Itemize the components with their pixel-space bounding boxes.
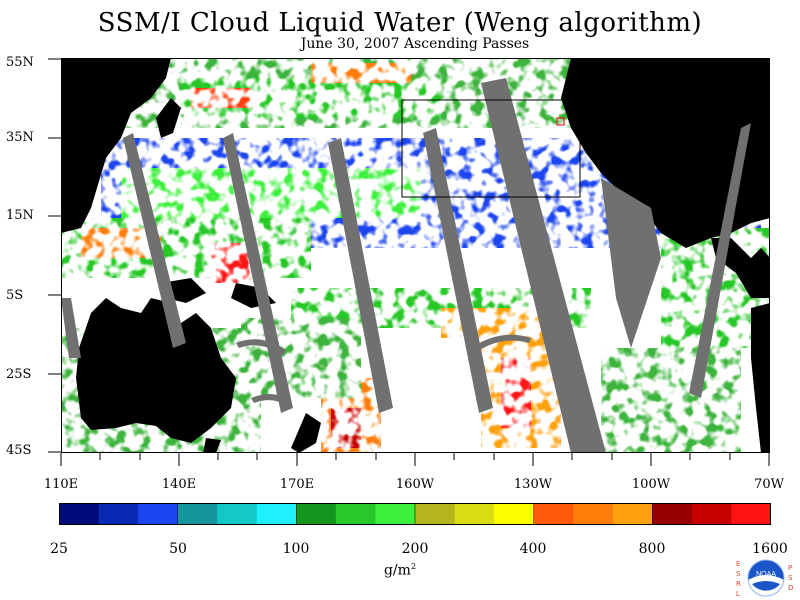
colorbar-swatch <box>533 503 574 525</box>
lat-label: 25S <box>6 367 32 382</box>
region-box <box>401 99 581 198</box>
colorbar-swatch <box>59 503 100 525</box>
lat-label: 55N <box>6 55 34 70</box>
colorbar <box>59 503 771 525</box>
colorbar-swatch <box>652 503 693 525</box>
lon-label: 70W <box>754 477 784 492</box>
lon-label: 160W <box>395 477 435 492</box>
colorbar-swatch <box>256 503 297 525</box>
colorbar-swatch <box>731 503 771 525</box>
colorbar-label: 1600 <box>752 541 788 557</box>
colorbar-swatch <box>177 503 218 525</box>
lat-label: 35N <box>6 130 34 145</box>
units-label: g/m2 <box>383 562 417 579</box>
colorbar-label: 400 <box>519 541 547 557</box>
colorbar-swatch <box>454 503 495 525</box>
colorbar-label: 200 <box>401 541 429 557</box>
lat-label: 5S <box>6 288 24 303</box>
land-masses <box>61 58 770 453</box>
colorbar-swatch <box>138 503 179 525</box>
marker-box <box>556 117 565 126</box>
lon-label: 170E <box>279 477 315 492</box>
svg-text:NOAA: NOAA <box>756 571 776 578</box>
colorbar-label: 800 <box>638 541 666 557</box>
lon-label: 140E <box>161 477 197 492</box>
cloud-water-map <box>61 58 770 453</box>
swath-gaps <box>61 78 751 453</box>
lon-label: 100W <box>631 477 671 492</box>
colorbar-swatch <box>98 503 139 525</box>
colorbar-swatch <box>612 503 653 525</box>
colorbar-swatch <box>375 503 416 525</box>
colorbar-label: 100 <box>282 541 310 557</box>
colorbar-swatch <box>573 503 614 525</box>
map-title: SSM/I Cloud Liquid Water (Weng algorithm… <box>97 8 703 38</box>
colorbar-swatch <box>217 503 258 525</box>
colorbar-label: 25 <box>50 541 68 557</box>
map-panel <box>61 58 770 453</box>
lat-label: 15N <box>6 208 34 223</box>
lon-label: 110E <box>43 477 79 492</box>
lon-label: 130W <box>513 477 553 492</box>
colorbar-swatch <box>494 503 535 525</box>
colorbar-swatch <box>296 503 337 525</box>
colorbar-label: 50 <box>169 541 187 557</box>
lat-label: 45S <box>6 443 32 458</box>
colorbar-swatch <box>335 503 376 525</box>
colorbar-swatch <box>691 503 732 525</box>
colorbar-swatch <box>415 503 456 525</box>
map-subtitle: June 30, 2007 Ascending Passes <box>300 36 530 52</box>
noaa-emblem: NOAA <box>747 559 785 598</box>
noaa-logo: E S R L P S D NOAA <box>736 559 794 598</box>
map-frame <box>61 58 770 453</box>
